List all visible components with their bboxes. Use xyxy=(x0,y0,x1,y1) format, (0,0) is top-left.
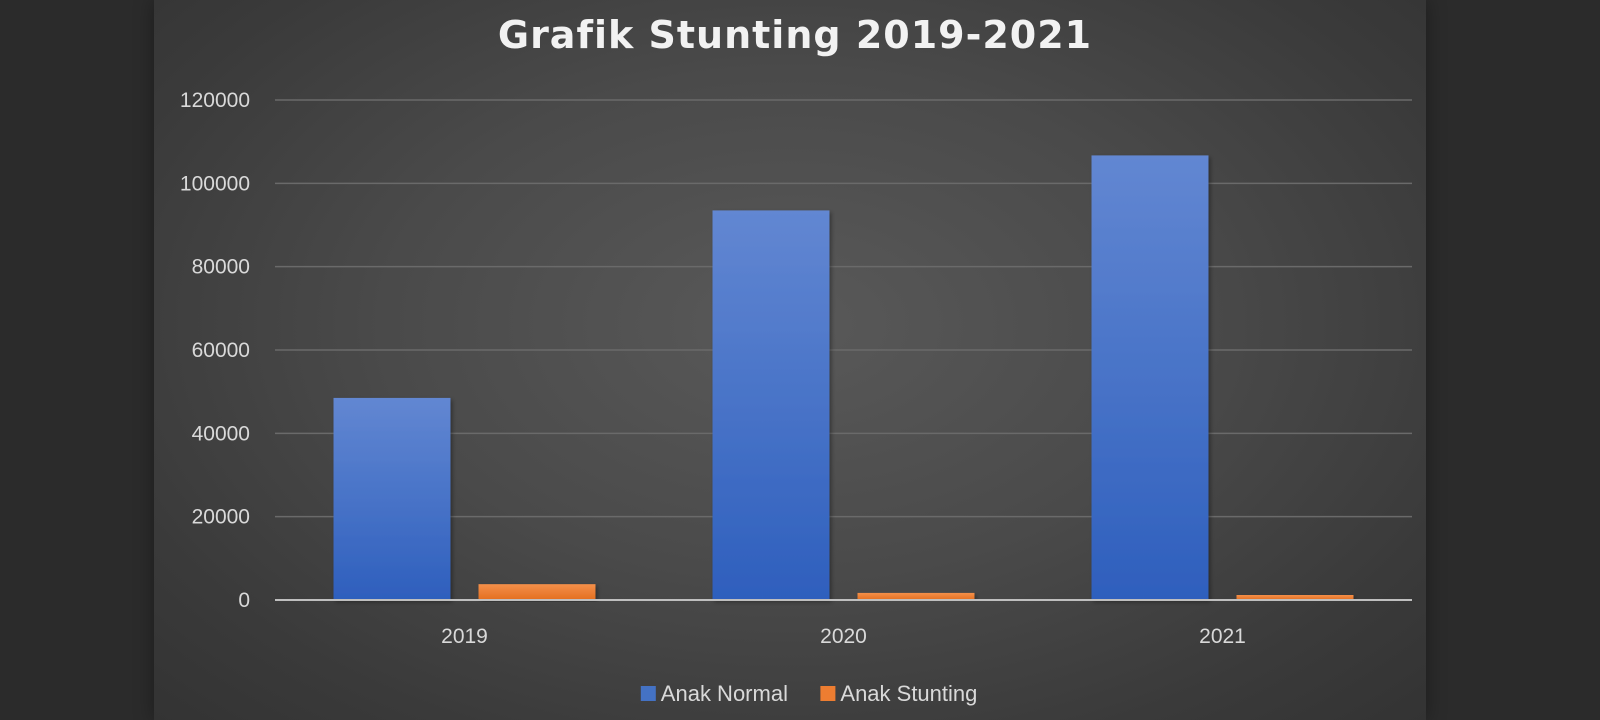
legend-swatch-anak-normal xyxy=(641,686,656,701)
x-tick-label: 2021 xyxy=(1199,625,1246,648)
x-tick-label: 2020 xyxy=(820,625,867,648)
y-tick-label: 0 xyxy=(238,589,250,612)
y-tick-label: 60000 xyxy=(192,339,250,362)
bar-anak-normal-2019 xyxy=(334,398,451,600)
y-tick-label: 100000 xyxy=(180,172,250,195)
bar-anak-normal-2021 xyxy=(1092,155,1209,600)
legend-label: Anak Stunting xyxy=(840,681,977,706)
y-tick-label: 40000 xyxy=(192,422,250,445)
bar-anak-stunting-2020 xyxy=(858,593,975,600)
legend-swatch-anak-stunting xyxy=(820,686,835,701)
y-tick-label: 120000 xyxy=(180,89,250,112)
bar-layer xyxy=(334,155,1354,600)
y-tick-label: 80000 xyxy=(192,256,250,279)
x-tick-label: 2019 xyxy=(441,625,488,648)
chart-title: Grafik Stunting 2019-2021 xyxy=(498,13,1092,57)
legend: Anak Normal Anak Stunting xyxy=(641,681,978,706)
y-tick-label: 20000 xyxy=(192,506,250,529)
legend-label: Anak Normal xyxy=(661,681,788,706)
bar-anak-normal-2020 xyxy=(713,210,830,600)
bar-anak-stunting-2019 xyxy=(479,584,596,600)
